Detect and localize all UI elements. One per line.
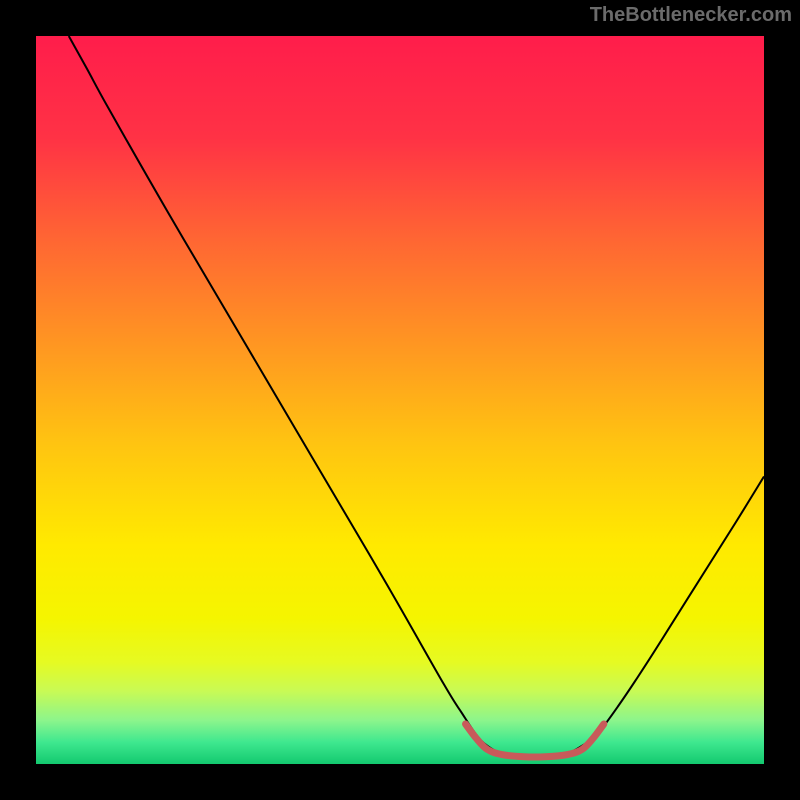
chart-svg bbox=[36, 36, 764, 764]
attribution-text: TheBottlenecker.com bbox=[590, 4, 792, 27]
chart-plot-area bbox=[36, 36, 764, 764]
chart-gradient-bg bbox=[36, 36, 764, 764]
